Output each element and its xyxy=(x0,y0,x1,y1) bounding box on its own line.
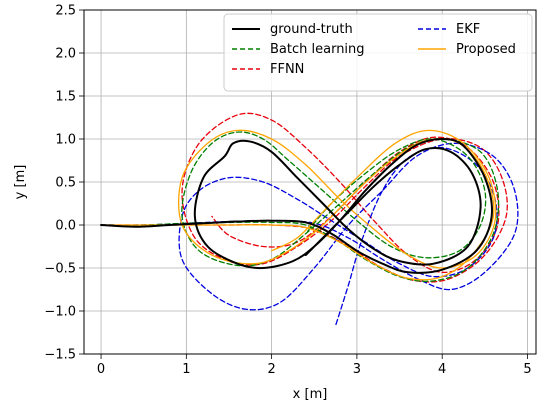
series-line-proposed xyxy=(100,129,497,281)
legend-label-ground-truth: ground-truth xyxy=(270,22,353,37)
legend-box xyxy=(223,13,533,92)
y-tick-label: −0.5 xyxy=(44,262,76,277)
legend-label-ffnn: FFNN xyxy=(270,62,304,77)
x-tick-label: 5 xyxy=(523,362,531,377)
x-tick-label: 3 xyxy=(353,362,361,377)
x-tick-label: 1 xyxy=(182,362,190,377)
legend: ground-truth Batch learning FFNN EKF Propose… xyxy=(223,13,533,92)
y-tick-label: 1.5 xyxy=(55,90,76,105)
y-tick-label: −1.0 xyxy=(44,305,76,320)
series-line-ekf xyxy=(100,142,519,327)
y-tick-label: 0.0 xyxy=(55,219,76,234)
series-line-ground-truth xyxy=(100,137,493,274)
legend-label-proposed: Proposed xyxy=(456,42,516,57)
x-tick-label: 0 xyxy=(97,362,105,377)
legend-label-batch-learning: Batch learning xyxy=(270,42,365,57)
y-axis-label: y [m] xyxy=(13,165,28,200)
y-tick-label: −1.5 xyxy=(44,348,76,363)
x-tick-label: 4 xyxy=(438,362,446,377)
ticks: 0 1 2 3 4 5 −1.5 −1.0 −0.5 0.0 0.5 1.0 1.5 2.0 2.5 xyxy=(44,4,531,378)
series-layer xyxy=(100,112,519,327)
y-tick-label: 1.0 xyxy=(55,133,76,148)
y-tick-label: 0.5 xyxy=(55,176,76,191)
x-axis-label: x [m] xyxy=(293,387,328,402)
x-tick-label: 2 xyxy=(267,362,275,377)
series-line-batch-learning xyxy=(100,131,500,282)
y-tick-label: 2.5 xyxy=(55,4,76,19)
legend-label-ekf: EKF xyxy=(456,22,480,37)
y-tick-label: 2.0 xyxy=(55,47,76,62)
